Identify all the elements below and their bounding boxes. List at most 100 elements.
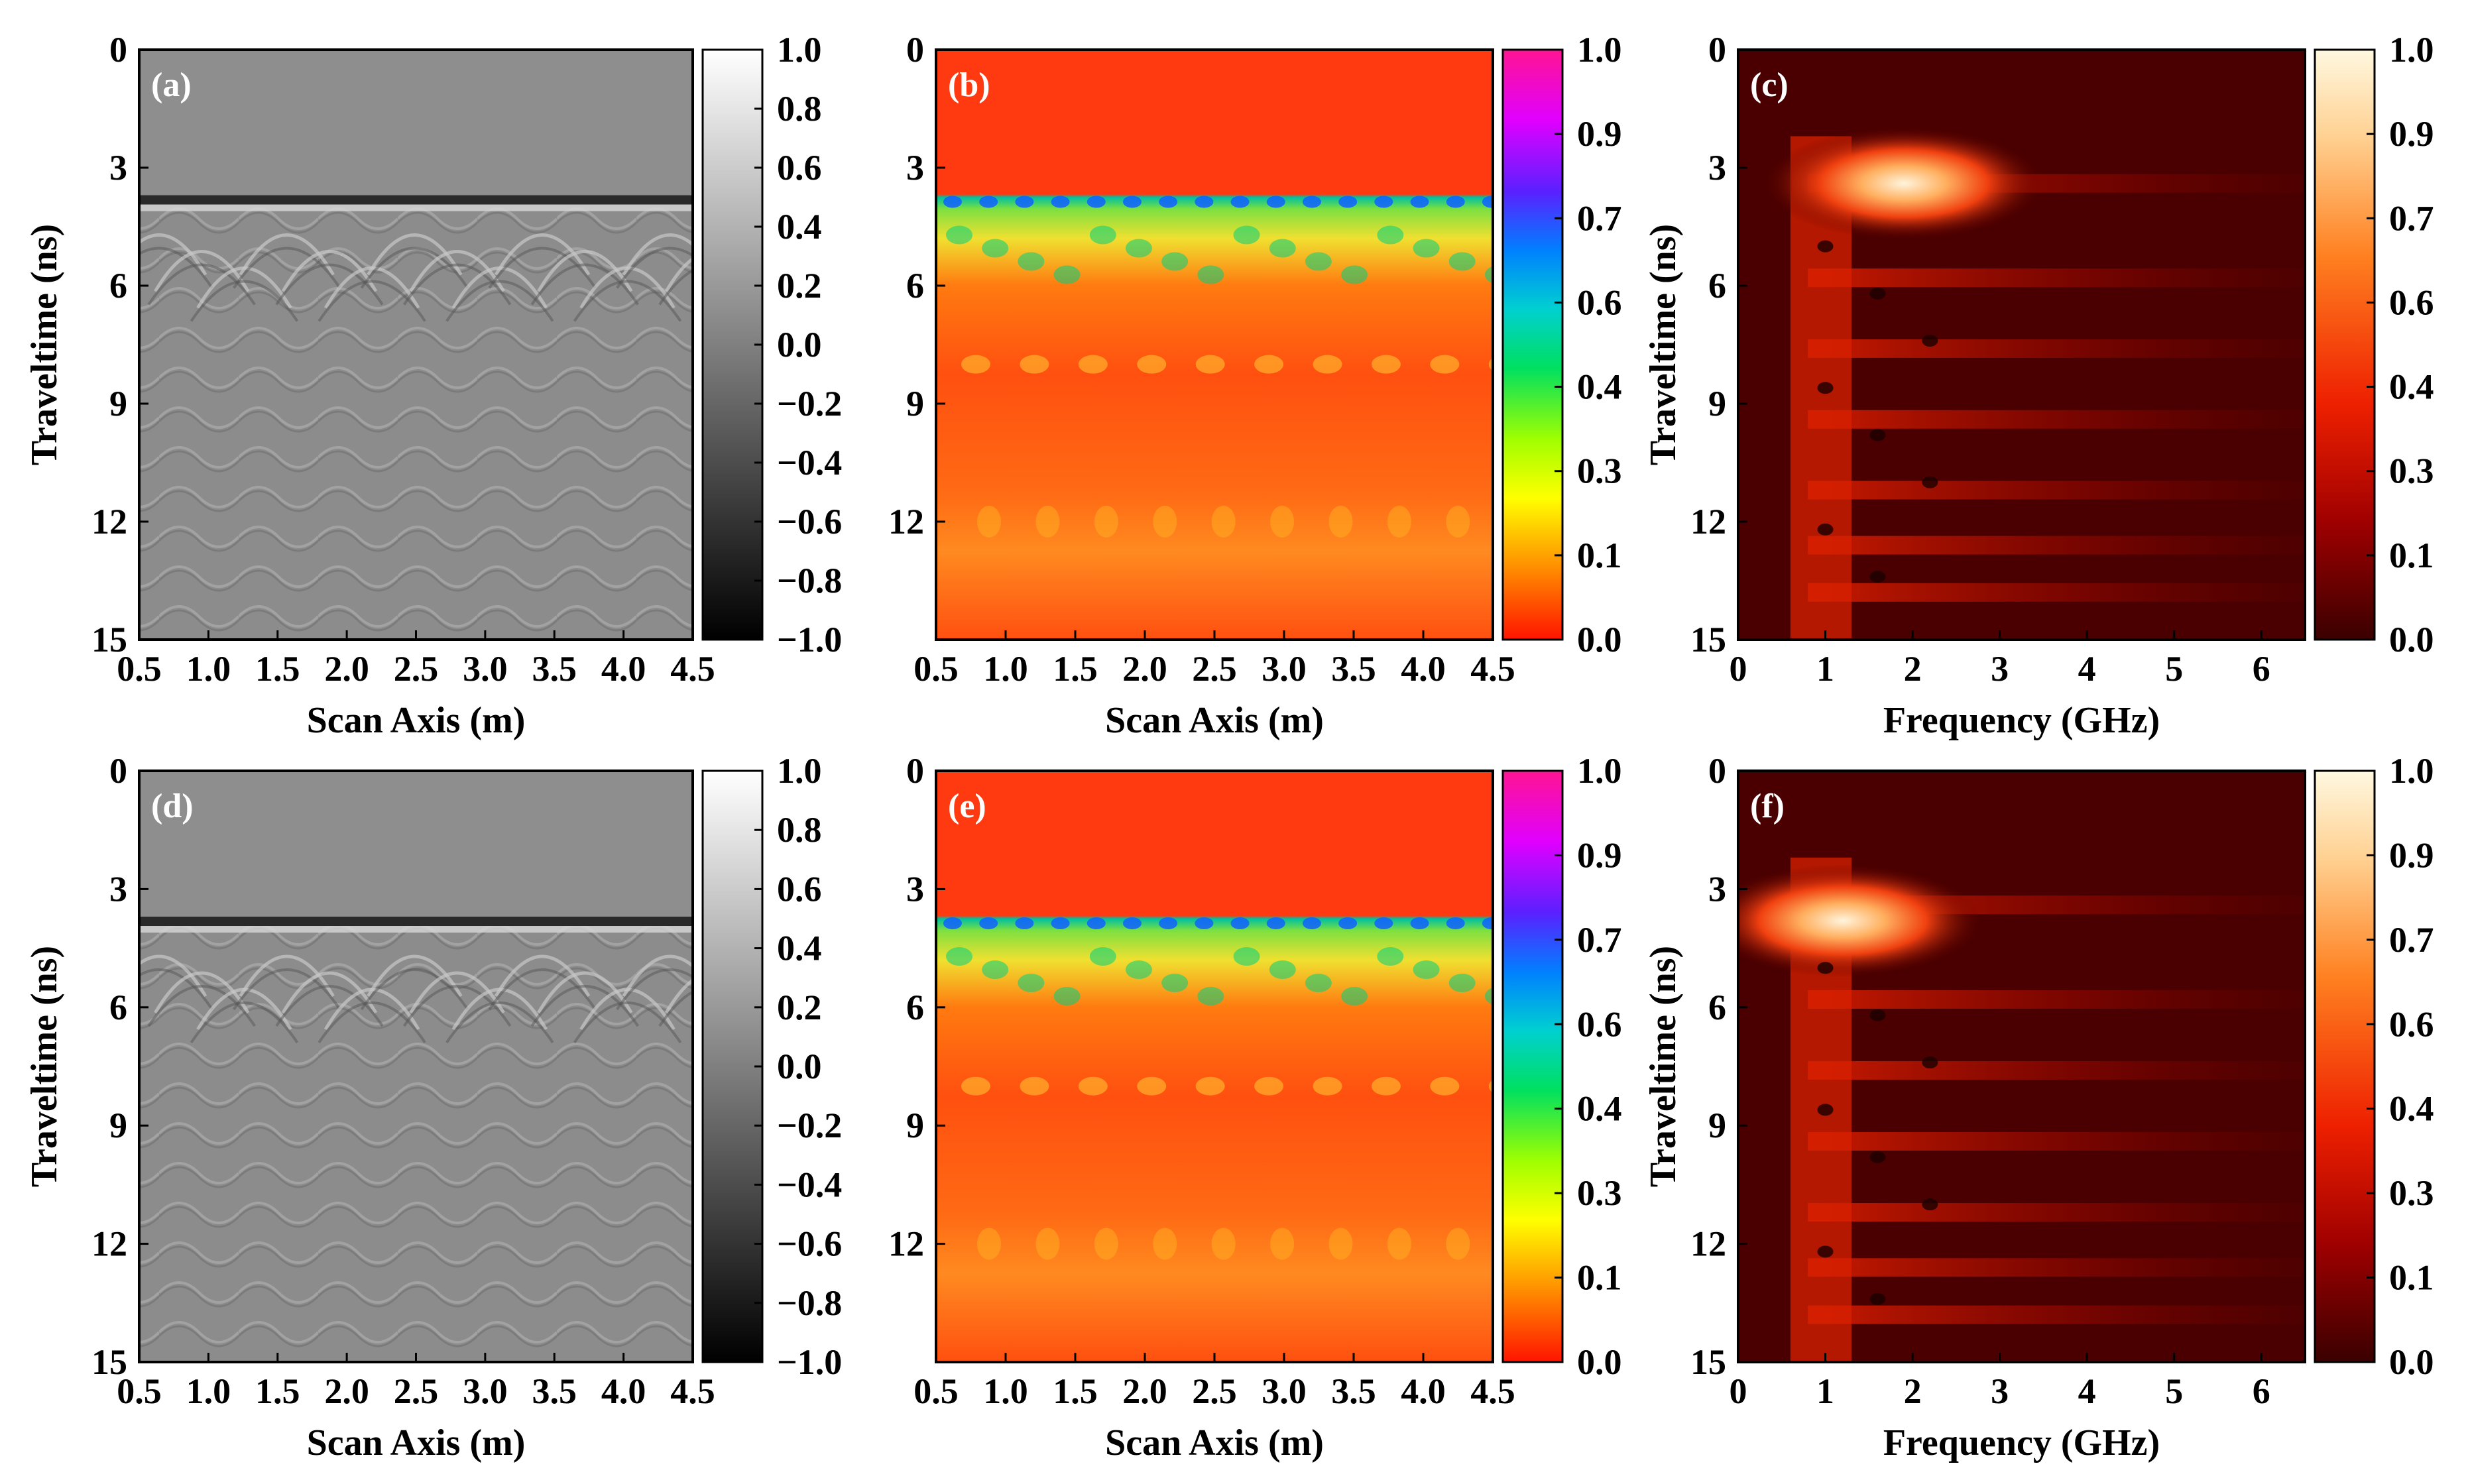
- reflector-spot: [1078, 355, 1108, 374]
- colorbar-tick-label: 0.4: [1577, 367, 1622, 407]
- hyperbola-arc: [367, 233, 463, 276]
- hyperbola-arc: [281, 971, 378, 1014]
- hyperbola-arc: [622, 233, 693, 276]
- spectral-streak: [1808, 1258, 2305, 1277]
- spectral-notch: [1817, 240, 1834, 253]
- colorbar-tick-label: 0.0: [2389, 620, 2434, 659]
- plot-area: [139, 50, 693, 640]
- spectral-notch: [1922, 476, 1938, 488]
- mid-amplitude-spot: [1341, 987, 1368, 1006]
- colorbar-tick-label: 0.4: [2389, 367, 2434, 407]
- y-tick-label: 0: [906, 751, 924, 791]
- high-amplitude-spot: [1087, 917, 1106, 930]
- mid-amplitude-spot: [1413, 239, 1440, 258]
- x-tick-label: 1.0: [186, 649, 231, 689]
- y-tick-label: 6: [906, 266, 924, 306]
- colorbar-tick-label: 0.4: [777, 929, 822, 968]
- surface-reflection-bright: [139, 926, 693, 933]
- x-axis-label: Scan Axis (m): [307, 700, 526, 741]
- x-tick-label: 2.0: [324, 649, 369, 689]
- x-tick-label: 5: [2165, 649, 2183, 689]
- mid-amplitude-spot: [1018, 974, 1045, 993]
- y-tick-label: 0: [109, 30, 127, 70]
- colorbar-tick-label: 0.2: [777, 988, 822, 1027]
- reflector-spot: [1137, 355, 1167, 374]
- spectral-streak: [1808, 1305, 2305, 1324]
- mid-amplitude-spot: [1018, 252, 1045, 271]
- x-tick-label: 3: [1991, 1371, 2009, 1411]
- hyperbola-arc-dark: [488, 968, 597, 1011]
- mid-amplitude-spot: [1305, 252, 1332, 271]
- mid-amplitude-spot: [1484, 988, 1493, 1005]
- y-tick-label: 3: [1708, 869, 1726, 909]
- y-tick-label: 12: [888, 502, 924, 542]
- high-amplitude-spot: [1446, 196, 1465, 208]
- panel-label: (f): [1750, 787, 1785, 825]
- high-amplitude-spot: [1482, 917, 1493, 930]
- high-amplitude-spot: [1122, 917, 1142, 930]
- reflector-spot: [1254, 355, 1284, 374]
- panel-a: (a) 0 3 6 9 12 150.5 1.0 1.5 2.0 2.5 3.0 3.5 4.0 4.5 Sc…: [24, 30, 842, 741]
- reflector-spot: [1195, 355, 1225, 374]
- amplitude-field: [936, 50, 1493, 640]
- spectral-notch: [1869, 429, 1886, 441]
- x-tick-label: 1.0: [983, 1371, 1028, 1411]
- mid-amplitude-spot: [1089, 225, 1116, 245]
- x-tick-label: 3.0: [463, 649, 508, 689]
- spectral-notch: [1922, 335, 1938, 347]
- spectral-notch: [1922, 1198, 1938, 1211]
- colorbar: [701, 770, 764, 1363]
- high-amplitude-spot: [1015, 917, 1034, 930]
- y-tick-label: 9: [906, 384, 924, 424]
- x-tick-label: 0: [1730, 649, 1747, 689]
- colorbar-tick-label: 0.0: [1577, 620, 1622, 659]
- spectral-streak: [1808, 481, 2305, 500]
- y-tick-label: 15: [1690, 620, 1726, 659]
- y-tick-label: 15: [1690, 1342, 1726, 1382]
- hyperbola-arc-dark: [360, 247, 469, 289]
- x-tick-label: 1.5: [1053, 1371, 1098, 1411]
- x-tick-label: 6: [2253, 649, 2270, 689]
- colorbar-tick-label: 0.0: [1577, 1342, 1622, 1382]
- reflector-spot: [1153, 506, 1177, 538]
- y-tick-label: 0: [906, 30, 924, 70]
- x-axis-label: Frequency (GHz): [1883, 1422, 2160, 1463]
- high-amplitude-spot: [943, 196, 962, 208]
- panel-label: (a): [151, 66, 192, 104]
- hyperbola-arc: [239, 954, 335, 998]
- plot-area: [139, 771, 693, 1362]
- spectral-peak: [1764, 127, 2044, 240]
- high-amplitude-spot: [1122, 196, 1142, 208]
- plot-area: [936, 771, 1493, 1362]
- colorbar-tick-label: −1.0: [777, 620, 842, 659]
- hyperbola-arc-dark: [573, 280, 682, 322]
- reflector-spot: [1313, 355, 1342, 374]
- hyperbola-arc-dark: [573, 1001, 682, 1044]
- colorbar-tick-label: 0.7: [1577, 198, 1622, 238]
- hyperbola-arc: [409, 971, 505, 1014]
- spectral-notch: [1869, 1151, 1886, 1163]
- reflector-spot: [1387, 1227, 1411, 1260]
- reflector-spot: [1270, 1227, 1295, 1260]
- mid-amplitude-spot: [1377, 225, 1404, 245]
- mid-amplitude-spot: [946, 947, 972, 966]
- colorbar-tick-label: 0.3: [2389, 1173, 2434, 1213]
- reflector-spot: [1430, 355, 1460, 374]
- high-amplitude-spot: [1159, 917, 1178, 930]
- x-tick-label: 4.5: [670, 649, 715, 689]
- x-tick-label: 3.0: [463, 1371, 508, 1411]
- colorbar-tick-label: 0.7: [2389, 920, 2434, 960]
- colorbar-tick-label: 1.0: [777, 751, 822, 791]
- colorbar-tick-label: 0.0: [777, 325, 822, 365]
- x-tick-label: 1.5: [255, 649, 300, 689]
- colorbar-tick-label: 0.6: [1577, 282, 1622, 322]
- x-tick-label: 2.0: [1122, 1371, 1167, 1411]
- x-tick-label: 4.5: [1470, 649, 1515, 689]
- y-axis-label: Traveltime (ns): [24, 946, 65, 1187]
- colorbar-tick-label: 0.8: [777, 810, 822, 850]
- hyperbola-arc-dark: [360, 968, 469, 1011]
- high-amplitude-spot: [1374, 917, 1393, 930]
- spectral-streak: [1808, 1131, 2305, 1151]
- mid-amplitude-spot: [1377, 947, 1404, 966]
- mid-amplitude-spot: [1448, 974, 1476, 993]
